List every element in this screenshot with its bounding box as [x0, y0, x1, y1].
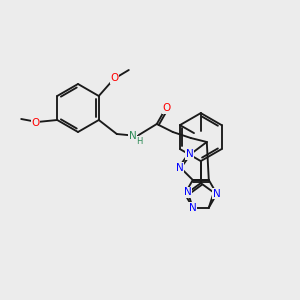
Text: N: N: [129, 131, 137, 141]
Text: O: O: [31, 118, 39, 128]
Text: N: N: [186, 149, 194, 159]
Text: N: N: [186, 149, 194, 159]
Text: N: N: [176, 163, 184, 173]
Text: N: N: [189, 203, 197, 213]
Text: N: N: [184, 188, 192, 197]
Text: H: H: [136, 136, 143, 146]
Text: O: O: [111, 73, 119, 83]
Text: N: N: [176, 163, 184, 173]
Text: O: O: [163, 103, 171, 113]
Text: N: N: [213, 189, 221, 199]
Text: N: N: [213, 189, 221, 199]
Text: N: N: [184, 188, 192, 197]
Text: N: N: [189, 203, 197, 213]
